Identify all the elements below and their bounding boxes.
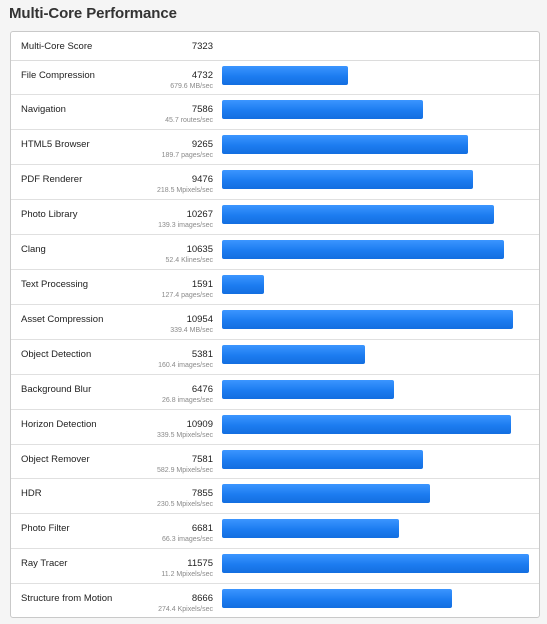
benchmark-name: HDR [21,488,42,499]
section-title: Multi-Core Performance [9,5,177,22]
benchmark-name: Background Blur [21,384,92,395]
benchmark-score: 9476 [191,174,213,185]
benchmark-throughput: 339.4 MB/sec [170,327,213,334]
benchmark-throughput: 11.2 Mpixels/sec [161,571,213,578]
benchmark-bar [222,170,473,189]
benchmark-bar [222,589,452,608]
benchmark-throughput: 679.6 MB/sec [170,83,213,90]
benchmark-score: 4732 [191,70,213,81]
benchmark-throughput: 339.5 Mpixels/sec [156,432,213,439]
benchmark-row: File Compression 4732 679.6 MB/sec [11,61,539,95]
benchmark-score: 11575 [187,558,213,569]
benchmark-name: Ray Tracer [21,558,68,569]
benchmark-row: Structure from Motion 8666 274.4 Kpixels/s… [11,584,539,617]
benchmark-row: Asset Compression 10954 339.4 MB/sec [11,305,539,340]
benchmark-name: Horizon Detection [21,419,97,430]
benchmark-score: 10954 [186,314,213,325]
multi-core-score-row: Multi-Core Score 7323 [11,32,539,61]
benchmark-score: 7586 [191,104,213,115]
benchmark-row: Text Processing 1591 127.4 pages/sec [11,270,539,305]
benchmark-row: Background Blur 6476 26.8 images/sec [11,375,539,410]
benchmark-throughput: 66.3 images/sec [162,536,213,543]
benchmark-name: Navigation [21,104,66,115]
score-value: 7323 [191,41,213,52]
benchmark-name: Object Remover [21,454,90,465]
benchmark-bar [222,415,511,434]
benchmark-bar [222,450,423,469]
benchmark-bar [222,345,365,364]
benchmark-name: Photo Library [21,209,78,220]
benchmark-row: PDF Renderer 9476 218.5 Mpixels/sec [11,165,539,200]
benchmark-name: HTML5 Browser [21,139,90,150]
benchmark-score: 10635 [186,244,213,255]
benchmark-throughput: 218.5 Mpixels/sec [156,187,213,194]
benchmark-bar [222,240,504,259]
benchmark-throughput: 139.3 images/sec [158,222,213,229]
benchmark-row: HDR 7855 230.5 Mpixels/sec [11,479,539,514]
benchmark-score: 8666 [191,593,213,604]
benchmark-name: Text Processing [21,279,89,290]
benchmark-bar [222,205,494,224]
benchmark-throughput: 26.8 images/sec [162,397,213,404]
benchmark-score: 1591 [191,279,213,290]
benchmark-throughput: 52.4 Klines/sec [165,257,213,264]
benchmark-bar [222,66,348,85]
benchmark-score: 10267 [186,209,213,220]
results-panel: Multi-Core Score 7323 File Compression 47… [10,31,540,618]
benchmark-throughput: 189.7 pages/sec [161,152,213,159]
benchmark-bar [222,484,430,503]
benchmark-row: Ray Tracer 11575 11.2 Mpixels/sec [11,549,539,584]
benchmark-row: Navigation 7586 45.7 routes/sec [11,95,539,130]
benchmark-row: Horizon Detection 10909 339.5 Mpixels/sec [11,410,539,445]
benchmark-name: Structure from Motion [21,593,113,604]
benchmark-bar [222,380,394,399]
benchmark-list: File Compression 4732 679.6 MB/sec Navigati… [11,61,539,617]
benchmark-throughput: 274.4 Kpixels/sec [158,606,213,613]
benchmark-throughput: 230.5 Mpixels/sec [156,501,213,508]
benchmark-bar [222,135,468,154]
benchmark-score: 6476 [191,384,213,395]
benchmark-score: 7581 [191,454,213,465]
benchmark-score: 10909 [186,419,213,430]
benchmark-name: File Compression [21,70,95,81]
benchmark-name: PDF Renderer [21,174,83,185]
benchmark-throughput: 582.9 Mpixels/sec [156,467,213,474]
benchmark-bar [222,275,264,294]
benchmark-throughput: 160.4 images/sec [158,362,213,369]
benchmark-row: Object Remover 7581 582.9 Mpixels/sec [11,445,539,479]
benchmark-name: Asset Compression [21,314,104,325]
benchmark-bar [222,310,513,329]
benchmark-name: Clang [21,244,46,255]
benchmark-name: Photo Filter [21,523,70,534]
benchmark-name: Object Detection [21,349,92,360]
benchmark-score: 6681 [191,523,213,534]
benchmark-score: 7855 [191,488,213,499]
benchmark-bar [222,554,529,573]
benchmark-bar [222,100,423,119]
benchmark-throughput: 45.7 routes/sec [165,117,213,124]
benchmark-row: HTML5 Browser 9265 189.7 pages/sec [11,130,539,165]
benchmark-score: 9265 [191,139,213,150]
benchmark-score: 5381 [191,349,213,360]
benchmark-throughput: 127.4 pages/sec [161,292,213,299]
benchmark-row: Photo Filter 6681 66.3 images/sec [11,514,539,549]
benchmark-bar [222,519,399,538]
benchmark-row: Photo Library 10267 139.3 images/sec [11,200,539,235]
benchmark-row: Clang 10635 52.4 Klines/sec [11,235,539,270]
score-label: Multi-Core Score [21,41,93,52]
benchmark-row: Object Detection 5381 160.4 images/sec [11,340,539,375]
